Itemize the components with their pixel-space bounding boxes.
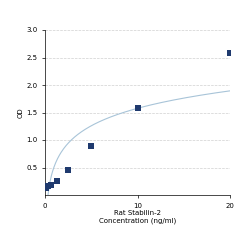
Point — [66, 168, 70, 172]
Point — [136, 106, 140, 110]
Y-axis label: OD: OD — [17, 107, 23, 118]
X-axis label: Rat Stabilin-2
Concentration (ng/ml): Rat Stabilin-2 Concentration (ng/ml) — [99, 210, 176, 224]
Point — [54, 179, 58, 183]
Point — [46, 184, 50, 188]
Point — [49, 184, 53, 188]
Point — [44, 186, 48, 190]
Point — [228, 50, 232, 54]
Point — [89, 144, 93, 148]
